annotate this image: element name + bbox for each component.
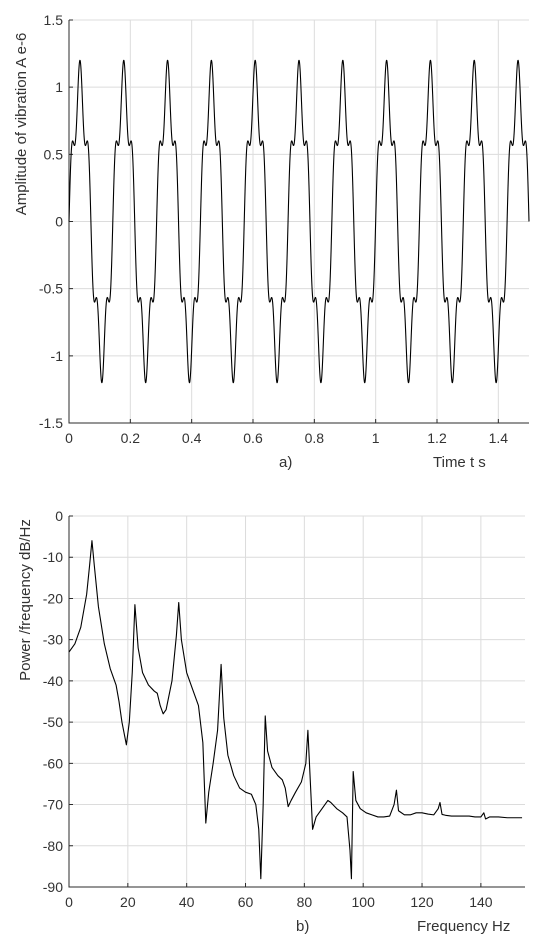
x-tick-label: 120	[410, 894, 434, 910]
chart-b-plot-area	[69, 516, 525, 887]
chart-b-ylabel: Power /frequency dB/Hz	[17, 519, 34, 681]
x-tick-label: 140	[469, 894, 493, 910]
chart-a: 0 0.2 0.4 0.6 0.8 1 1.2 1.4 1.510.50-0.5-1-1.5 …	[13, 12, 530, 471]
chart-b-axes	[68, 515, 525, 888]
y-tick-label: -90	[43, 879, 63, 895]
y-tick-label: 1.5	[44, 12, 64, 28]
x-tick-label: 1.4	[489, 430, 509, 446]
y-tick-label: -60	[43, 755, 63, 771]
x-tick-label: 0	[65, 430, 73, 446]
y-tick-label: -30	[43, 632, 63, 648]
x-tick-label: 0.2	[121, 430, 141, 446]
x-tick-label: 0.4	[182, 430, 202, 446]
x-tick-label: 0	[65, 894, 73, 910]
y-tick-label: -70	[43, 797, 63, 813]
x-tick-label: 100	[352, 894, 376, 910]
y-tick-label: -80	[43, 838, 63, 854]
chart-b-series-group	[68, 540, 523, 880]
chart-a-xlabel: Time t s	[433, 454, 486, 471]
y-tick-label: 0.5	[44, 146, 64, 162]
x-tick-label: 0.8	[305, 430, 325, 446]
chart-b-y-tick-labels: 0 -10 -20 -30 -40 -50 -60 -70 -80 -90	[43, 508, 63, 895]
x-tick-label: 80	[297, 894, 313, 910]
chart-b: 0 20 40 60 80 100 120 140 0 -10 -20 -30 -40 -50 -60 -7…	[17, 508, 525, 935]
chart-b-caption: b)	[296, 918, 309, 935]
y-tick-label: -0.5	[39, 281, 63, 297]
y-tick-label: 0	[55, 508, 63, 524]
y-tick-label: -1	[51, 348, 64, 364]
x-tick-label: 0.6	[243, 430, 263, 446]
chart-a-x-tick-labels: 0 0.2 0.4 0.6 0.8 1 1.2 1.4	[65, 430, 508, 446]
chart-a-ylabel: Amplitude of vibration A e-6	[13, 33, 30, 216]
y-tick-label: 1	[55, 79, 63, 95]
y-tick-label: 0	[55, 214, 63, 230]
chart-a-series-group	[68, 59, 530, 384]
x-tick-label: 60	[238, 894, 254, 910]
x-tick-label: 1.2	[427, 430, 447, 446]
chart-a-y-tick-labels: 1.5 1 0.5 0 -0.5 -1 -1.5	[39, 12, 63, 431]
series-line	[68, 540, 523, 880]
y-tick-label: -20	[43, 590, 63, 606]
y-tick-label: -50	[43, 714, 63, 730]
chart-b-x-tick-labels: 0 20 40 60 80 100 120 140	[65, 894, 493, 910]
y-tick-label: -40	[43, 673, 63, 689]
x-tick-label: 40	[179, 894, 195, 910]
chart-a-caption: a)	[279, 454, 292, 471]
x-tick-label: 1	[372, 430, 380, 446]
x-tick-label: 20	[120, 894, 136, 910]
chart-a-axes	[68, 19, 529, 424]
chart-b-xlabel: Frequency Hz	[417, 918, 510, 935]
y-tick-label: -1.5	[39, 415, 63, 431]
series-line	[68, 59, 530, 384]
y-tick-label: -10	[43, 549, 63, 565]
